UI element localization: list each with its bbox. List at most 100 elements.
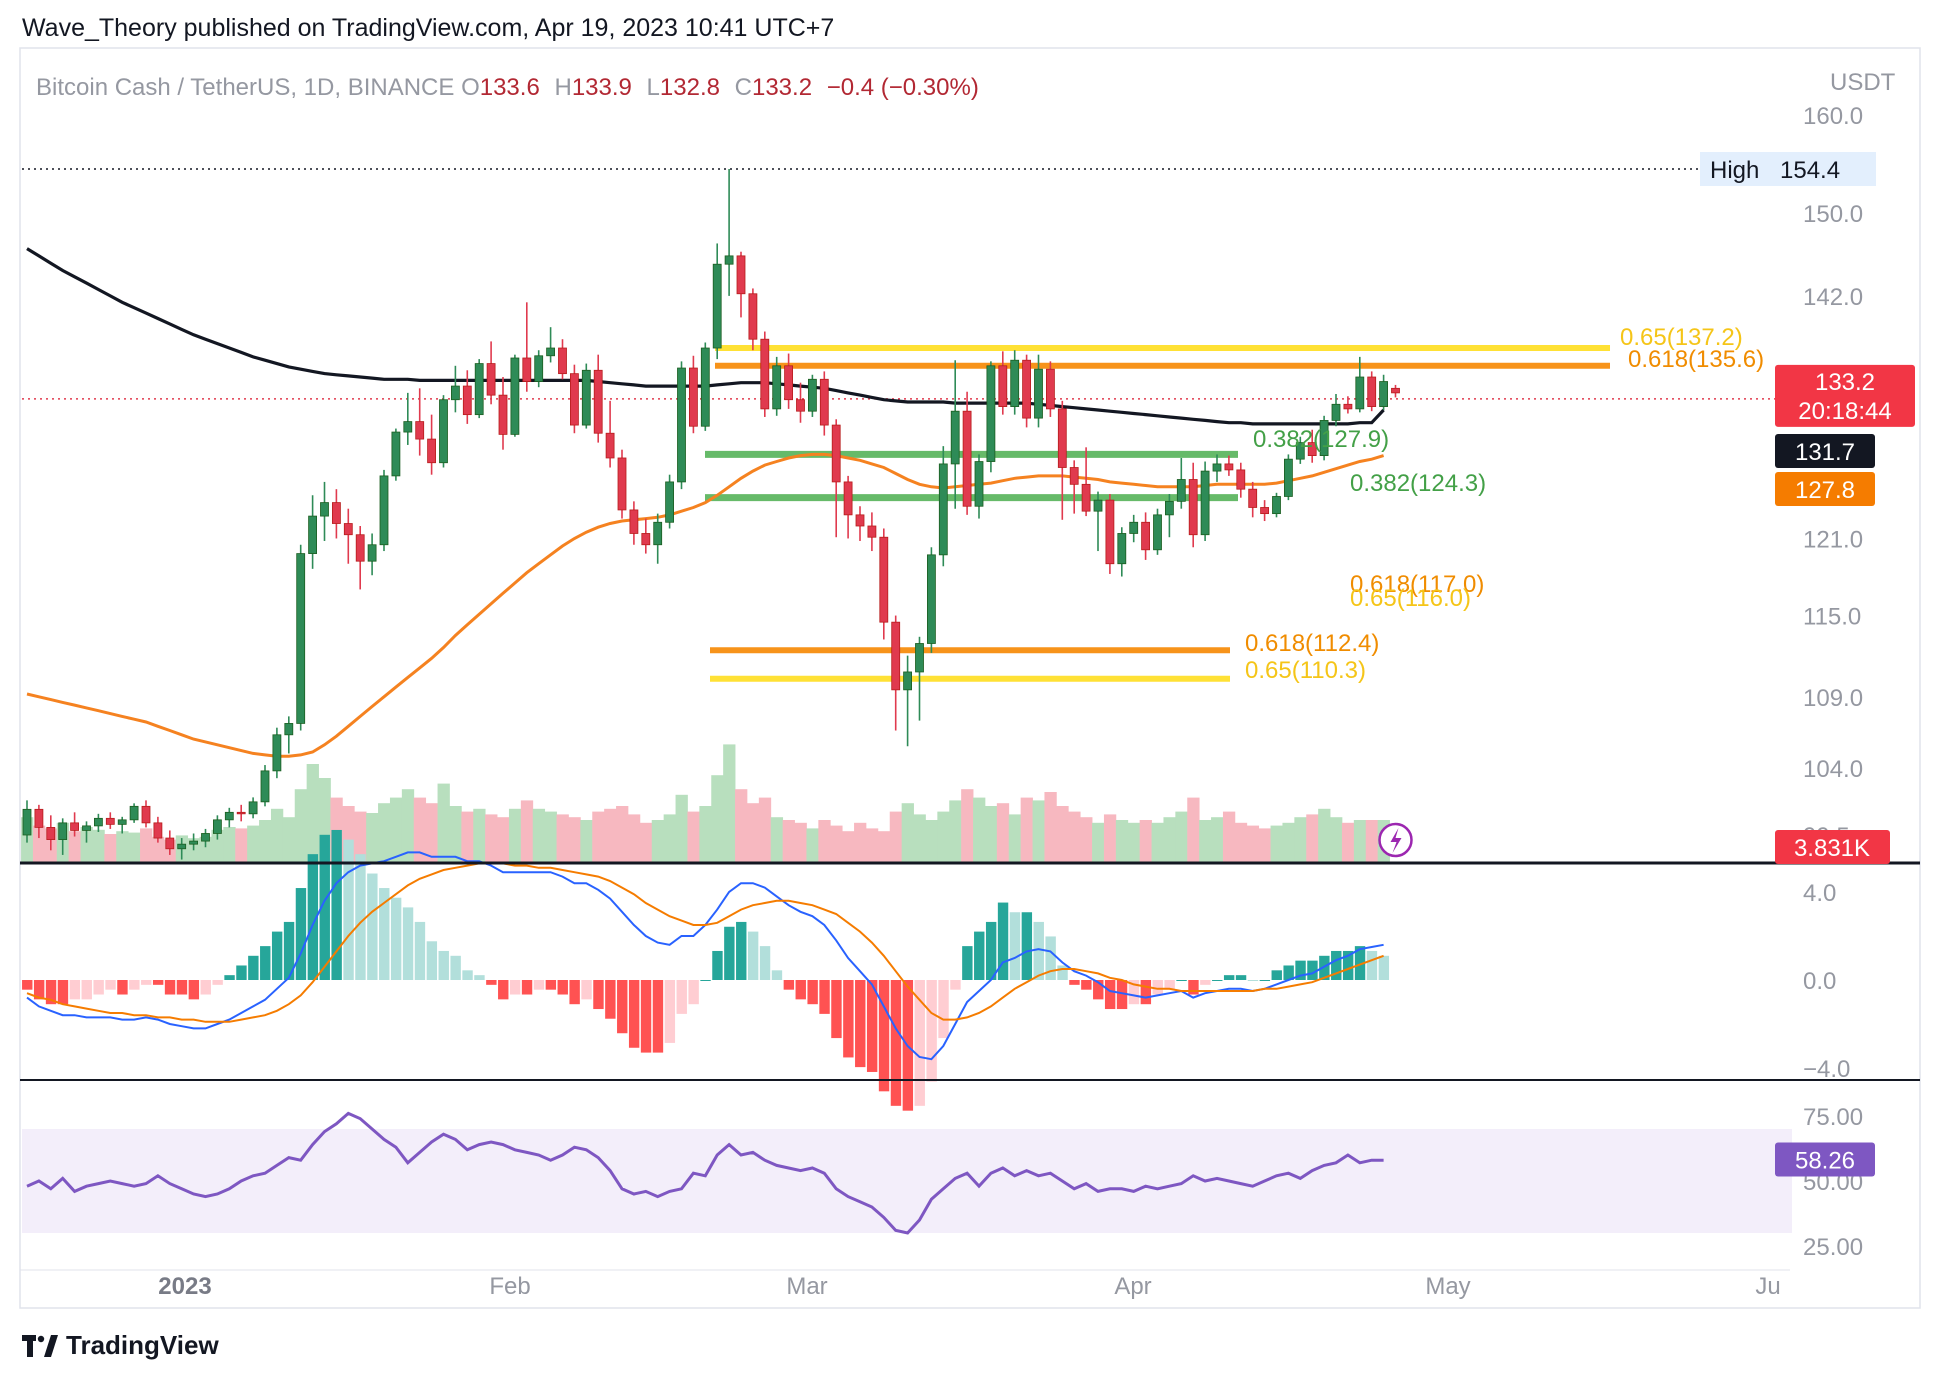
- macd-histogram-bar: [759, 946, 771, 980]
- volume-bar: [1151, 822, 1164, 862]
- macd-histogram-bar: [712, 950, 723, 980]
- candle-down: [558, 347, 567, 375]
- candle-up: [1331, 403, 1341, 421]
- time-tick-label: Ju: [1755, 1273, 1780, 1300]
- sma200-badge-text: 131.7: [1795, 439, 1855, 466]
- candle-down: [843, 481, 853, 516]
- candle-up: [510, 357, 520, 435]
- grid: [22, 168, 1790, 400]
- candle-down: [1141, 521, 1150, 551]
- volume-bar: [1092, 822, 1105, 862]
- candle-down: [1307, 442, 1317, 456]
- candle-up: [808, 378, 817, 412]
- candle-down: [1057, 408, 1067, 468]
- volume-bar: [1318, 808, 1331, 862]
- fib-level-label: 0.382(124.3): [1350, 470, 1486, 497]
- volume-bar: [568, 817, 581, 862]
- macd-histogram-bar: [1200, 980, 1211, 985]
- volume-bar: [259, 820, 272, 862]
- volume-bar: [913, 814, 926, 862]
- candle-down: [415, 421, 425, 440]
- volume-bar: [758, 797, 772, 862]
- volume-bar: [199, 836, 212, 862]
- volume-bar: [735, 789, 748, 862]
- candle-down: [236, 811, 246, 815]
- volume-bar: [140, 828, 153, 862]
- macd-histogram-bar: [569, 980, 580, 1005]
- volume-bar: [556, 814, 569, 862]
- candle-down: [343, 523, 353, 536]
- macd-histogram-bar: [426, 941, 438, 980]
- macd-histogram-bar: [367, 873, 378, 980]
- macd-histogram-bar: [640, 980, 652, 1053]
- fib-level-label: 0.65(116.0): [1350, 585, 1471, 612]
- volume-bar: [1211, 817, 1224, 862]
- candle-down: [486, 363, 496, 396]
- volume-bar: [532, 808, 546, 862]
- macd-histogram-bar: [795, 980, 806, 1000]
- candle-up: [1034, 368, 1043, 419]
- rsi-band: [22, 1129, 1792, 1233]
- macd-histogram-bar: [212, 980, 223, 985]
- macd-histogram-bar: [1331, 950, 1342, 980]
- volume-bar: [366, 813, 379, 862]
- candle-down: [1248, 488, 1258, 508]
- macd-histogram-bar: [1128, 980, 1140, 1005]
- candle-down: [498, 394, 508, 435]
- macd-histogram-bar: [1378, 955, 1390, 980]
- fib-levels: [705, 345, 1610, 682]
- macd-histogram-bar: [985, 921, 997, 980]
- volume-bar: [687, 811, 700, 862]
- candle-down: [1391, 387, 1400, 394]
- candle-up: [58, 822, 68, 840]
- volume-bar: [235, 828, 248, 862]
- macd-histogram-bar: [1104, 980, 1116, 1010]
- macd-histogram-bar: [1247, 980, 1259, 981]
- candle-down: [760, 338, 770, 410]
- macd-histogram-bar: [557, 980, 568, 995]
- volume-bar: [937, 811, 950, 862]
- candle-up: [129, 805, 139, 821]
- candle-down: [462, 385, 472, 416]
- sma200-badge: [1775, 434, 1875, 469]
- candle-down: [153, 822, 163, 839]
- volume-bar: [996, 803, 1010, 862]
- macd-histogram-bar: [783, 980, 795, 990]
- macd-tick-label: 4.0: [1803, 880, 1836, 907]
- candle-up: [320, 502, 329, 517]
- volume-bar: [877, 831, 891, 862]
- macd-histogram-bar: [248, 955, 259, 980]
- volume-bar: [354, 811, 367, 862]
- macd-histogram-bar: [1366, 950, 1378, 980]
- macd-histogram-bar: [1342, 950, 1354, 980]
- rsi-value-text: 58.26: [1795, 1148, 1855, 1175]
- macd-histogram-bar: [331, 829, 342, 980]
- macd-histogram-bar: [1271, 970, 1282, 980]
- candle-down: [855, 514, 865, 527]
- symbol-name[interactable]: Bitcoin Cash / TetherUS, 1D, BINANCE: [36, 74, 455, 101]
- candle-up: [201, 833, 210, 842]
- macd-histogram-bar: [1164, 980, 1175, 990]
- candle-down: [1236, 469, 1246, 490]
- rsi-line: [26, 1111, 1384, 1235]
- candle-up: [772, 365, 782, 410]
- volume-bar: [425, 803, 438, 862]
- tradingview-footer[interactable]: TradingView: [22, 1330, 219, 1361]
- volume-bar: [711, 775, 724, 862]
- candle-up: [665, 481, 674, 523]
- volume-bar: [1020, 797, 1033, 862]
- candle-up: [189, 840, 199, 845]
- macd-histogram-bar: [283, 921, 295, 980]
- volume-bars: [21, 744, 1390, 862]
- candle-up: [212, 819, 222, 834]
- candle-down: [331, 502, 341, 524]
- macd-histogram-bar: [581, 980, 592, 1000]
- volume-bar: [520, 800, 534, 862]
- macd-histogram-bar: [997, 902, 1009, 980]
- macd-histogram-bar: [688, 980, 699, 1005]
- volume-bar: [1175, 811, 1188, 862]
- macd-histogram-bar: [521, 980, 533, 995]
- candle-up: [1117, 533, 1127, 565]
- volume-bar: [294, 789, 308, 862]
